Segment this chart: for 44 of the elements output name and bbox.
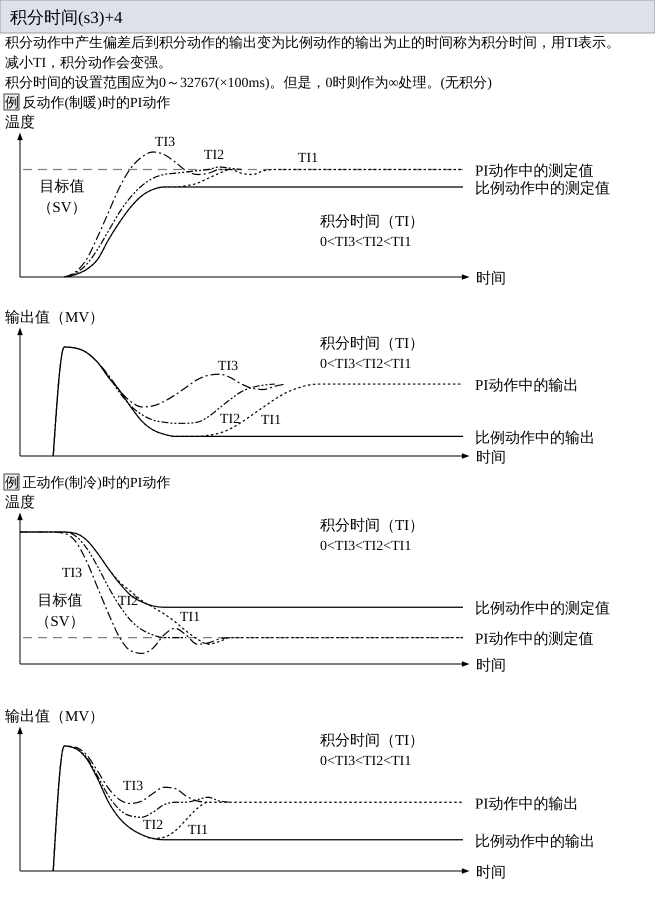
series-label: TI3 bbox=[62, 566, 82, 581]
text: 积分时间的设置范围应为0～32767(×100ms)。但是，0时则作为∞处理。(无积分) bbox=[5, 75, 492, 91]
series-label: TI3 bbox=[154, 135, 176, 150]
x-axis-title: 时间 bbox=[476, 864, 506, 881]
series-label: TI2 bbox=[118, 594, 138, 609]
annotation: 积分时间（TI） bbox=[320, 517, 424, 534]
series-label: TI2 bbox=[204, 148, 224, 163]
annotation: 0<TI3<TI2<TI1 bbox=[320, 235, 412, 250]
text: PI动作中的输出 bbox=[475, 795, 578, 812]
ref-line-label: 目标值（SV） bbox=[35, 592, 85, 630]
text: 减小TI，积分动作会变强。 bbox=[5, 55, 172, 71]
text: PI动作中的输出 bbox=[475, 377, 578, 394]
annotation: 0<TI3<TI2<TI1 bbox=[320, 539, 412, 554]
y-axis-title: 输出值（MV） bbox=[5, 708, 104, 725]
series-label: TI3 bbox=[218, 359, 238, 374]
annotation: 积分时间（TI） bbox=[320, 732, 424, 749]
ref-line-label: 目标值（SV） bbox=[37, 178, 87, 216]
series-label: TI3 bbox=[122, 779, 144, 794]
x-axis-title: 时间 bbox=[476, 657, 506, 674]
text: 例 反动作(制暖)时的PI动作 bbox=[5, 95, 170, 111]
series-label: 比例动作中的输出 bbox=[475, 832, 595, 850]
x-axis-title: 时间 bbox=[476, 270, 506, 287]
text: 例 正动作(制冷)时的PI动作 bbox=[5, 475, 170, 491]
series-label: TI1 bbox=[298, 151, 318, 166]
annotation: 积分时间（TI） bbox=[320, 335, 424, 352]
y-axis-title: 温度 bbox=[5, 114, 35, 131]
text: PI动作中的测定值 bbox=[475, 162, 594, 180]
annotation: 积分时间（TI） bbox=[320, 213, 424, 230]
x-axis-title: 时间 bbox=[476, 449, 506, 466]
series-label: TI1 bbox=[188, 823, 208, 838]
chart-title: 积分时间(s3)+4 bbox=[10, 8, 124, 27]
annotation: 0<TI3<TI2<TI1 bbox=[320, 754, 412, 769]
series-label: 比例动作中的输出 bbox=[475, 429, 595, 446]
text: PI动作中的测定值 bbox=[475, 630, 594, 648]
y-axis-title: 输出值（MV） bbox=[5, 309, 104, 326]
series-label: TI2 bbox=[142, 818, 164, 833]
series-label: 比例动作中的测定值 bbox=[475, 600, 610, 618]
series-label: TI1 bbox=[180, 610, 200, 625]
text: 积分动作中产生偏差后到积分动作的输出变为比例动作的输出为止的时间称为积分时间，用TI表示。 bbox=[5, 35, 620, 51]
series-label: 比例动作中的测定值 bbox=[475, 180, 610, 197]
annotation: 0<TI3<TI2<TI1 bbox=[320, 357, 412, 372]
series-label: TI1 bbox=[260, 413, 282, 428]
y-axis-title: 温度 bbox=[5, 494, 35, 511]
series-label: TI2 bbox=[220, 412, 240, 427]
